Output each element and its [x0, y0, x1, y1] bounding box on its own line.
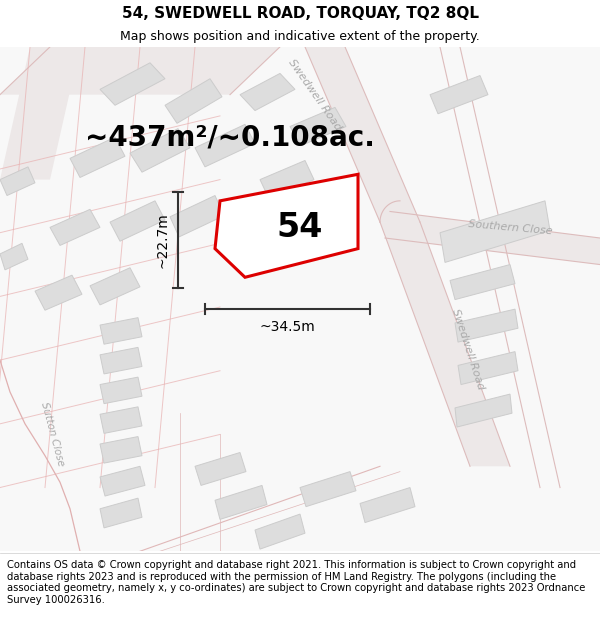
- Polygon shape: [170, 196, 224, 237]
- Polygon shape: [0, 243, 28, 270]
- Polygon shape: [100, 498, 142, 528]
- Text: Swedwell Road: Swedwell Road: [287, 57, 343, 132]
- Polygon shape: [440, 201, 550, 262]
- Text: ~22.7m: ~22.7m: [156, 213, 170, 268]
- Polygon shape: [360, 488, 415, 522]
- Text: ~437m²/~0.108ac.: ~437m²/~0.108ac.: [85, 123, 375, 151]
- Polygon shape: [100, 318, 142, 344]
- Polygon shape: [215, 174, 358, 278]
- Text: 54: 54: [277, 211, 323, 244]
- Polygon shape: [255, 217, 320, 258]
- Polygon shape: [100, 62, 165, 105]
- Polygon shape: [90, 268, 140, 305]
- Polygon shape: [0, 47, 80, 179]
- Polygon shape: [100, 407, 142, 433]
- Polygon shape: [130, 129, 190, 172]
- Text: Swedwell Road: Swedwell Road: [450, 308, 486, 391]
- Polygon shape: [0, 167, 35, 196]
- Polygon shape: [100, 437, 142, 463]
- Polygon shape: [195, 124, 255, 167]
- Polygon shape: [35, 275, 82, 310]
- Text: Contains OS data © Crown copyright and database right 2021. This information is : Contains OS data © Crown copyright and d…: [7, 560, 586, 605]
- Text: 54, SWEDWELL ROAD, TORQUAY, TQ2 8QL: 54, SWEDWELL ROAD, TORQUAY, TQ2 8QL: [121, 6, 479, 21]
- Polygon shape: [290, 107, 346, 146]
- Text: Sutton Close: Sutton Close: [38, 401, 65, 468]
- Text: Southern Close: Southern Close: [467, 219, 553, 236]
- Polygon shape: [305, 47, 420, 222]
- Polygon shape: [165, 79, 222, 123]
- Text: ~34.5m: ~34.5m: [260, 320, 316, 334]
- Polygon shape: [300, 472, 356, 507]
- Polygon shape: [380, 222, 510, 466]
- Polygon shape: [0, 47, 280, 94]
- Polygon shape: [385, 211, 600, 264]
- Polygon shape: [240, 73, 295, 111]
- Polygon shape: [70, 137, 125, 178]
- Polygon shape: [195, 452, 246, 486]
- Polygon shape: [100, 348, 142, 374]
- Polygon shape: [100, 377, 142, 404]
- Polygon shape: [215, 486, 267, 519]
- Polygon shape: [450, 264, 515, 299]
- Polygon shape: [50, 209, 100, 246]
- Polygon shape: [110, 201, 165, 241]
- Polygon shape: [458, 352, 518, 384]
- Polygon shape: [255, 514, 305, 549]
- Text: Map shows position and indicative extent of the property.: Map shows position and indicative extent…: [120, 30, 480, 43]
- Polygon shape: [100, 466, 145, 496]
- Polygon shape: [455, 394, 512, 427]
- Polygon shape: [430, 76, 488, 114]
- Polygon shape: [260, 161, 314, 199]
- Polygon shape: [455, 309, 518, 342]
